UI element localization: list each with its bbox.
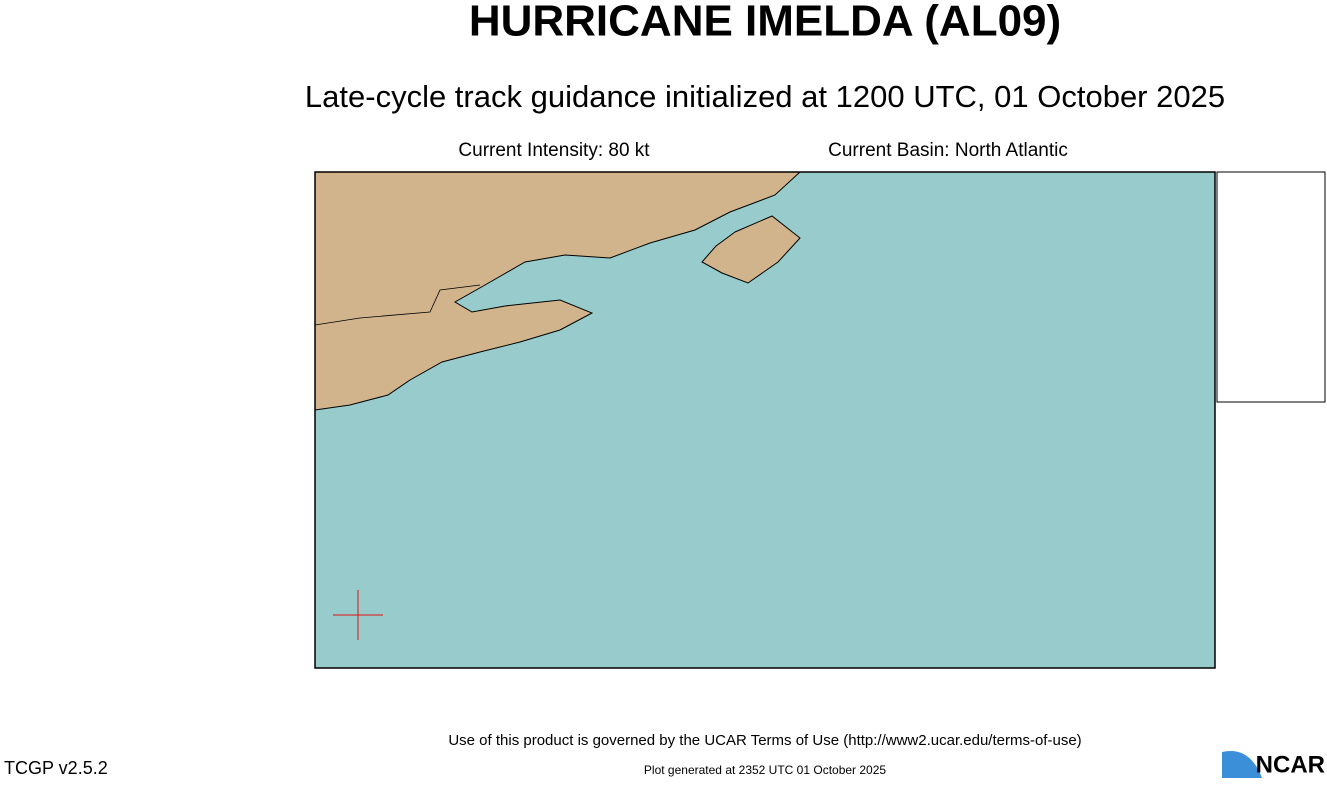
logo: NCAR <box>1256 751 1325 778</box>
legend <box>1216 171 1326 403</box>
version: TCGP v2.5.2 <box>4 758 108 778</box>
logo-mark <box>1222 751 1262 778</box>
generated: Plot generated at 2352 UTC 01 October 20… <box>644 763 886 777</box>
terms: Use of this product is governed by the U… <box>448 732 1081 749</box>
intensity: Current Intensity: 80 kt <box>458 140 650 161</box>
land <box>315 172 801 411</box>
map-frame <box>314 171 1216 669</box>
subtitle: Late-cycle track guidance initialized at… <box>305 79 1225 114</box>
title: HURRICANE IMELDA (AL09) <box>469 0 1061 46</box>
basin: Current Basin: North Atlantic <box>828 140 1068 161</box>
